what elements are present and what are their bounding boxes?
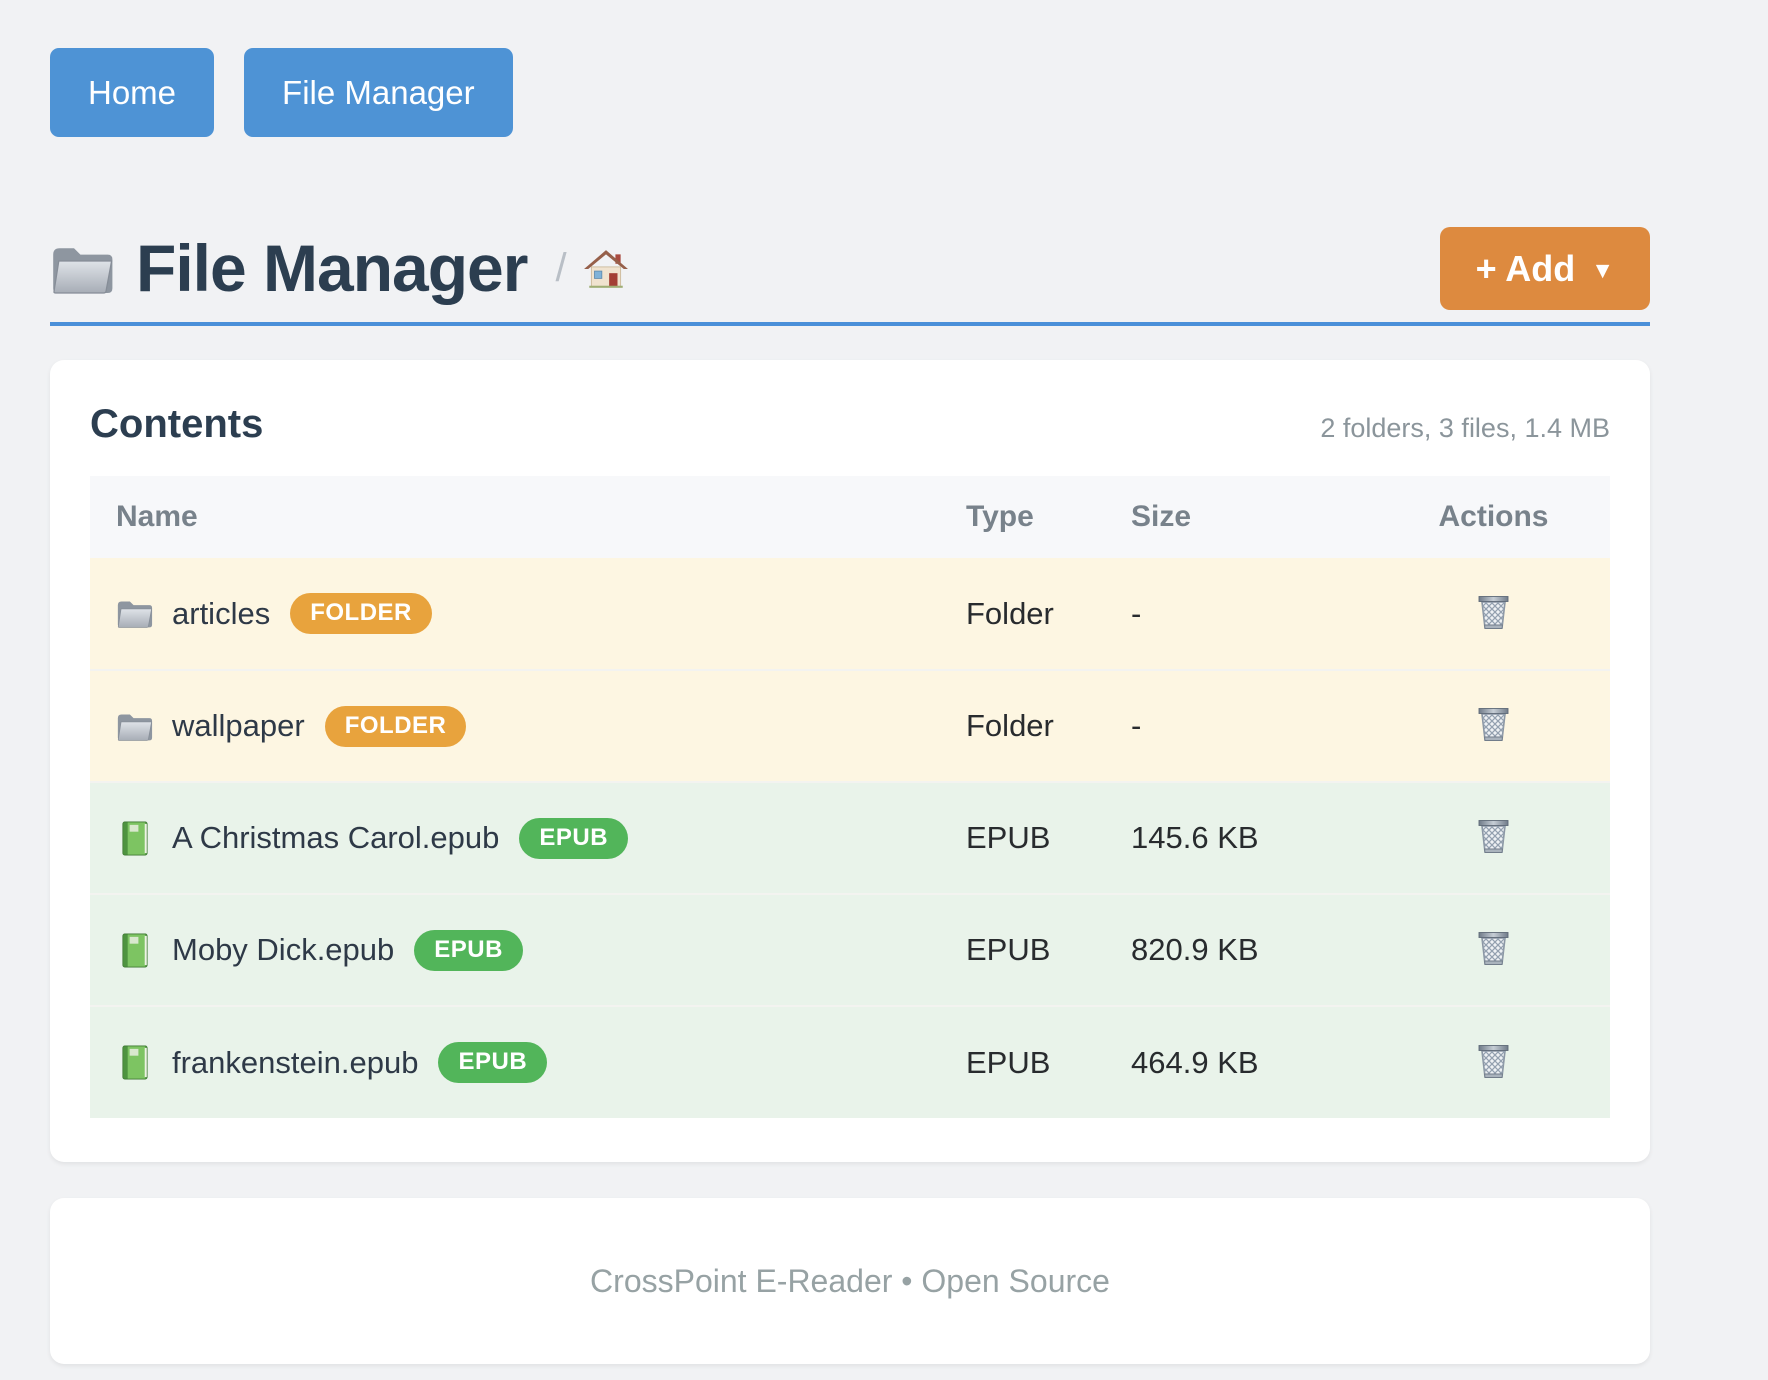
nav-file-manager-button[interactable]: File Manager: [244, 48, 513, 137]
folder-icon: [116, 708, 153, 745]
nav-home-button[interactable]: Home: [50, 48, 215, 137]
trash-icon: [1474, 815, 1513, 855]
footer-card: CrossPoint E-Reader • Open Source: [50, 1198, 1650, 1364]
folder-icon: [50, 241, 114, 297]
contents-card-header: Contents 2 folders, 3 files, 1.4 MB: [90, 400, 1610, 448]
table-row-articles[interactable]: articles FOLDER Folder -: [90, 558, 1610, 670]
item-name[interactable]: Moby Dick.epub: [172, 932, 395, 967]
delete-button[interactable]: [1472, 925, 1515, 969]
add-button-label: + Add: [1475, 247, 1576, 289]
green-book-icon: [116, 932, 153, 969]
delete-button[interactable]: [1472, 1038, 1515, 1082]
table-row-moby-dick[interactable]: Moby Dick.epub EPUB EPUB 820.9 KB: [90, 893, 1610, 1006]
table-row-wallpaper[interactable]: wallpaper FOLDER Folder -: [90, 669, 1610, 782]
folder-icon: [116, 595, 153, 632]
folder-badge: FOLDER: [290, 593, 432, 634]
contents-heading: Contents: [90, 402, 264, 446]
trash-icon: [1474, 591, 1513, 631]
item-name[interactable]: A Christmas Carol.epub: [172, 820, 500, 855]
page-header: File Manager / + Add ▼: [50, 227, 1650, 326]
item-size: -: [1105, 558, 1377, 670]
delete-button[interactable]: [1472, 589, 1515, 633]
delete-button[interactable]: [1472, 701, 1515, 745]
add-button[interactable]: + Add ▼: [1439, 227, 1650, 310]
column-header-actions: Actions: [1377, 476, 1610, 558]
item-name[interactable]: wallpaper: [172, 708, 305, 743]
page-title: File Manager: [136, 231, 528, 306]
breadcrumb: /: [555, 246, 628, 291]
trash-icon: [1474, 927, 1513, 967]
column-header-name: Name: [90, 476, 940, 558]
top-nav: Home File Manager: [50, 48, 1768, 137]
item-type: Folder: [940, 669, 1105, 782]
item-type: Folder: [940, 558, 1105, 670]
delete-button[interactable]: [1472, 813, 1515, 857]
item-size: 820.9 KB: [1105, 893, 1377, 1006]
chevron-down-icon: ▼: [1591, 257, 1614, 283]
green-book-icon: [116, 1044, 153, 1081]
trash-icon: [1474, 1040, 1513, 1080]
table-row-christmas-carol[interactable]: A Christmas Carol.epub EPUB EPUB 145.6 K…: [90, 781, 1610, 894]
green-book-icon: [116, 820, 153, 857]
item-type: EPUB: [940, 893, 1105, 1006]
folder-badge: FOLDER: [324, 705, 467, 747]
contents-card: Contents 2 folders, 3 files, 1.4 MB Name…: [50, 360, 1650, 1162]
table-header-row: Name Type Size Actions: [90, 476, 1610, 558]
trash-icon: [1474, 703, 1513, 743]
item-type: EPUB: [940, 1005, 1105, 1118]
item-size: 464.9 KB: [1105, 1005, 1377, 1118]
item-name[interactable]: articles: [172, 595, 271, 631]
title-group: File Manager /: [50, 227, 1440, 310]
house-icon[interactable]: [583, 248, 629, 290]
breadcrumb-separator: /: [555, 246, 567, 290]
item-size: 145.6 KB: [1105, 781, 1377, 894]
footer-text: CrossPoint E-Reader • Open Source: [590, 1262, 1110, 1299]
contents-summary: 2 folders, 3 files, 1.4 MB: [1320, 413, 1610, 443]
file-table: Name Type Size Actions articles FOLDER F…: [90, 476, 1610, 1118]
table-row-frankenstein[interactable]: frankenstein.epub EPUB EPUB 464.9 KB: [90, 1005, 1610, 1118]
item-name[interactable]: frankenstein.epub: [172, 1044, 419, 1080]
item-type: EPUB: [940, 781, 1105, 894]
column-header-type: Type: [940, 476, 1105, 558]
epub-badge: EPUB: [414, 929, 523, 971]
epub-badge: EPUB: [438, 1042, 548, 1083]
column-header-size: Size: [1105, 476, 1377, 558]
item-size: -: [1105, 669, 1377, 782]
epub-badge: EPUB: [519, 817, 629, 859]
